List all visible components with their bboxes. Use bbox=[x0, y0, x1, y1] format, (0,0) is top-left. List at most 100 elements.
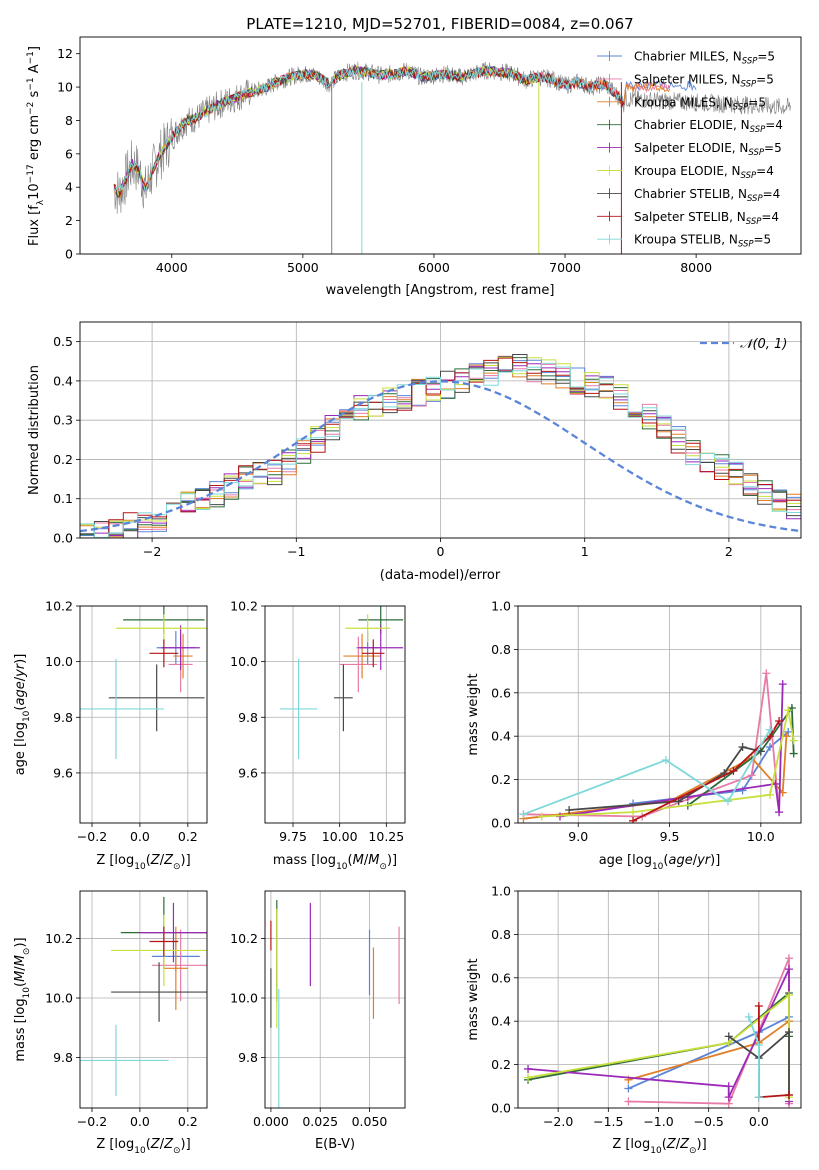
y-tick-label: 0.4 bbox=[53, 373, 73, 388]
plot-area bbox=[519, 669, 798, 823]
axes-residuals: −2 −1 0 1 2 0.0 0.1 0.2 0.3 0.4 0.5 𝒩(0, 1) (data-mo… bbox=[27, 321, 802, 583]
mass-weight-marker bbox=[784, 727, 793, 736]
y-tick-label: 9.8 bbox=[53, 710, 73, 725]
mass-weight-marker bbox=[789, 736, 798, 745]
y-tick-label: 0.2 bbox=[53, 452, 73, 467]
y-tick-label: 0 bbox=[65, 247, 73, 262]
x-axis-label: E(B-V) bbox=[315, 1137, 355, 1152]
legend-entry-label: 𝒩(0, 1) bbox=[740, 337, 787, 352]
y-tick-label: 10.0 bbox=[45, 991, 73, 1006]
residual-histogram bbox=[80, 357, 801, 538]
axes-frame bbox=[264, 605, 406, 824]
mass-weight-marker bbox=[629, 816, 638, 823]
x-tick-label: 0.000 bbox=[253, 1114, 289, 1129]
plot-area bbox=[80, 606, 207, 760]
x-tick-label: −2 bbox=[143, 544, 161, 559]
model-spectrum-line bbox=[113, 65, 625, 196]
x-tick-label: 2 bbox=[725, 544, 733, 559]
mass-weight-marker bbox=[724, 1032, 733, 1041]
axes-age_vs_mass: 9.75 10.00 10.25 9.6 9.8 10.0 10.2 mass [log10(… bbox=[230, 599, 406, 872]
mass-weight-marker bbox=[744, 1012, 753, 1021]
y-axis-label: mass weight bbox=[466, 958, 481, 1040]
legend-entry-label: Chabrier ELODIE, NSSP=4 bbox=[634, 118, 783, 135]
y-tick-label: 10.2 bbox=[45, 599, 73, 614]
y-tick-label: 0.0 bbox=[491, 816, 511, 831]
y-tick-label: 9.8 bbox=[53, 1050, 73, 1065]
y-tick-label: 0.6 bbox=[491, 685, 511, 700]
y-tick-label: 10.0 bbox=[230, 991, 258, 1006]
mass-weight-marker bbox=[724, 1093, 733, 1102]
mass-weight-marker bbox=[765, 790, 774, 799]
plot-area bbox=[279, 606, 404, 760]
x-tick-label: 0.0 bbox=[130, 1114, 150, 1129]
x-axis-label: Z [log10(Z/Z⊙)] bbox=[96, 1137, 190, 1156]
y-tick-label: 9.6 bbox=[238, 765, 258, 780]
x-axis-label: age [log10(age/yr)] bbox=[599, 853, 721, 872]
mass-weight-line bbox=[523, 729, 771, 816]
x-tick-label: −2.0 bbox=[543, 1114, 573, 1129]
mass-weight-marker bbox=[775, 808, 784, 817]
y-tick-label: 0.1 bbox=[53, 491, 73, 506]
y-tick-label: 9.8 bbox=[238, 1050, 258, 1065]
grid bbox=[265, 605, 405, 823]
y-tick-label: 0.0 bbox=[491, 1101, 511, 1116]
x-tick-label: 0.0 bbox=[130, 829, 150, 844]
axes-age_vs_z: −0.2 0.0 0.2 9.6 9.8 10.0 10.2 Z [log10(Z/Z⊙)] a… bbox=[13, 599, 208, 872]
y-axis-label: mass [log10(M/M⊙)] bbox=[13, 937, 32, 1061]
y-tick-label: 10.0 bbox=[45, 654, 73, 669]
plot-area bbox=[524, 954, 793, 1108]
mass-weight-marker bbox=[765, 725, 774, 734]
x-tick-label: 0.2 bbox=[178, 1114, 198, 1129]
x-tick-label: 7000 bbox=[549, 260, 581, 275]
mass-weight-marker bbox=[524, 1073, 533, 1082]
axes-frame bbox=[517, 605, 802, 824]
y-tick-label: 10 bbox=[57, 80, 73, 95]
legend-entry-label: Chabrier MILES, NSSP=5 bbox=[634, 50, 775, 67]
y-tick-label: 9.8 bbox=[238, 710, 258, 725]
plot-area bbox=[270, 899, 400, 1108]
axes-frame bbox=[517, 890, 802, 1109]
x-tick-label: 5000 bbox=[287, 260, 319, 275]
mass-weight-marker bbox=[784, 954, 793, 963]
mass-weight-marker bbox=[738, 743, 747, 752]
x-tick-label: −1 bbox=[287, 544, 305, 559]
legend-entry-label: Kroupa MILES, NSSP=5 bbox=[634, 95, 766, 112]
x-tick-label: 0.2 bbox=[178, 829, 198, 844]
y-tick-label: 4 bbox=[65, 180, 73, 195]
axes-massweight_vs_z: −2.0 −1.5 −1.0 −0.5 0.0 0.0 0.2 0.4 0.6 0.8 1.0 Z [… bbox=[466, 884, 802, 1156]
mass-weight-marker bbox=[629, 808, 638, 817]
x-tick-label: 4000 bbox=[156, 260, 188, 275]
mass-weight-marker bbox=[519, 810, 528, 819]
y-tick-label: 0.2 bbox=[491, 772, 511, 787]
x-tick-label: 0.025 bbox=[302, 1114, 338, 1129]
legend-entry-label: Kroupa ELODIE, NSSP=4 bbox=[634, 164, 774, 181]
legend-entry-label: Kroupa STELIB, NSSP=5 bbox=[634, 233, 771, 250]
axes-frame bbox=[264, 890, 406, 1109]
x-tick-label: 10.00 bbox=[322, 829, 358, 844]
mass-weight-marker bbox=[782, 732, 791, 741]
mass-weight-marker bbox=[784, 1028, 793, 1037]
y-tick-label: 1.0 bbox=[491, 884, 511, 899]
mass-weight-marker bbox=[624, 1084, 633, 1093]
legend-entry-label: Salpeter ELODIE, NSSP=5 bbox=[634, 141, 782, 158]
y-tick-label: 0.0 bbox=[53, 531, 73, 546]
x-axis-label: mass [log10(M/M⊙)] bbox=[273, 853, 397, 872]
axes-frame bbox=[79, 890, 208, 1109]
mass-weight-marker bbox=[524, 1064, 533, 1073]
mass-weight-marker bbox=[754, 1093, 763, 1102]
axes-ebv: 0.000 0.025 0.050 9.8 10.0 10.2 E(B-V) bbox=[230, 890, 406, 1152]
mass-weight-marker bbox=[778, 680, 787, 689]
mass-weight-marker bbox=[661, 756, 670, 765]
x-tick-label: 10.25 bbox=[368, 829, 404, 844]
model-spectrum-line bbox=[113, 65, 625, 195]
mass-weight-marker bbox=[754, 1041, 763, 1050]
y-tick-label: 10.2 bbox=[230, 599, 258, 614]
grid bbox=[80, 891, 207, 1108]
mass-weight-marker bbox=[754, 1002, 763, 1011]
x-axis-label: wavelength [Angstrom, rest frame] bbox=[326, 283, 555, 298]
y-tick-label: 0.3 bbox=[53, 413, 73, 428]
x-tick-label: −1.5 bbox=[593, 1114, 623, 1129]
x-tick-label: −0.2 bbox=[77, 1114, 107, 1129]
x-tick-label: 0.050 bbox=[352, 1114, 388, 1129]
y-axis-label: mass weight bbox=[466, 673, 481, 755]
